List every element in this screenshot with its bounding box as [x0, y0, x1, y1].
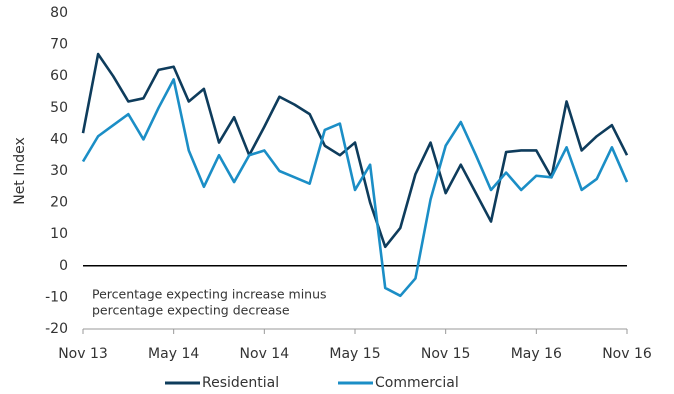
- series-line: [81, 78, 629, 298]
- x-tick-label: May 16: [511, 346, 562, 362]
- y-tick-label: -20: [45, 321, 68, 337]
- x-tick-label: Nov 15: [421, 346, 471, 362]
- series-line: [81, 52, 629, 249]
- x-tick-label: May 15: [329, 346, 380, 362]
- y-axis-label: Net Index: [12, 137, 28, 205]
- x-tick-label: May 14: [148, 346, 199, 362]
- annotation: Percentage expecting increase minus: [92, 287, 327, 302]
- legend-label: Residential: [202, 375, 279, 391]
- y-tick-label: 60: [50, 68, 68, 84]
- x-tick-label: Nov 16: [602, 346, 652, 362]
- y-tick-label: -10: [45, 289, 68, 305]
- y-tick-label: 10: [50, 226, 68, 242]
- y-tick-label: 20: [50, 195, 68, 211]
- annotation: percentage expecting decrease: [92, 303, 290, 318]
- y-tick-label: 70: [50, 37, 68, 53]
- x-tick-label: Nov 14: [240, 346, 290, 362]
- y-tick-label: 50: [50, 100, 68, 116]
- y-tick-label: 40: [50, 131, 68, 147]
- y-tick-label: 0: [59, 258, 68, 274]
- y-tick-label: 80: [50, 5, 68, 21]
- y-tick-label: 30: [50, 163, 68, 179]
- x-tick-label: Nov 13: [58, 346, 108, 362]
- legend-label: Commercial: [375, 375, 459, 391]
